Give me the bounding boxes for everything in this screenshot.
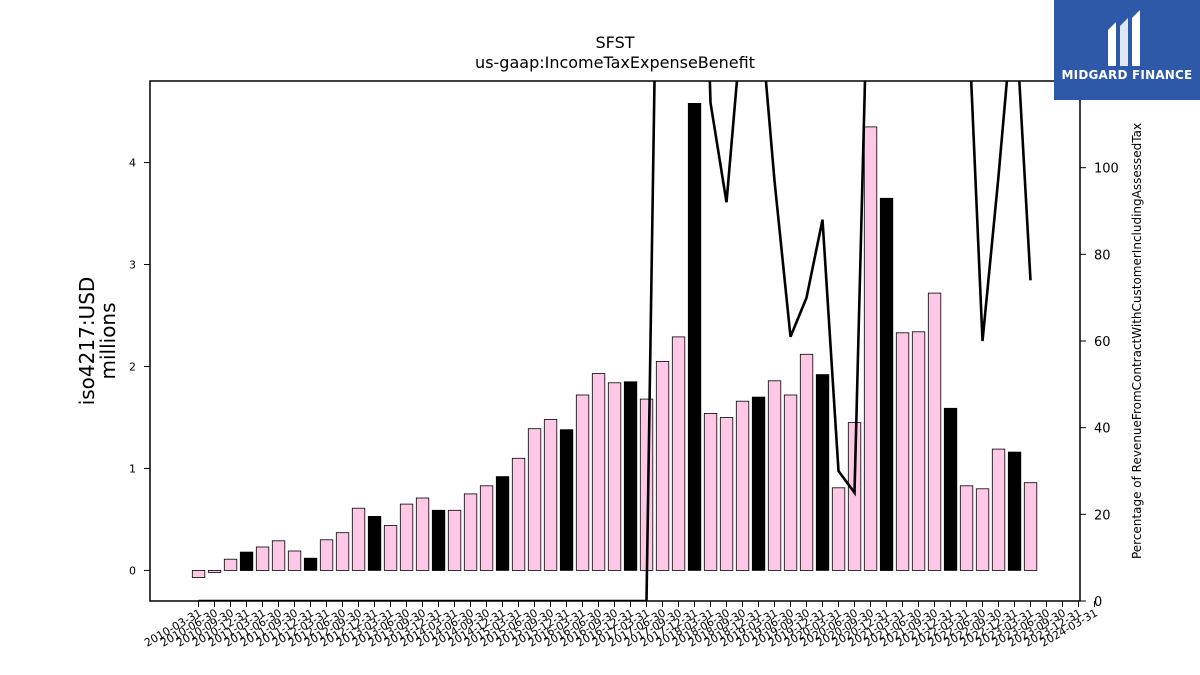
bar <box>527 428 542 571</box>
bar <box>415 497 430 571</box>
bar <box>687 103 702 571</box>
y2-axis-ticks: 0 20 40 60 80 100 <box>1080 162 1119 610</box>
bar <box>655 360 670 571</box>
bar <box>575 394 590 571</box>
bar <box>1007 451 1022 571</box>
bar <box>815 374 830 571</box>
bar <box>799 353 814 571</box>
bar <box>943 407 958 571</box>
y2-tick-label: 100 <box>1094 162 1119 177</box>
bar <box>911 331 926 571</box>
y-tick-label: 0 <box>129 564 136 577</box>
y-axis-ticks: 0 1 2 3 4 <box>129 157 150 577</box>
bar <box>607 382 622 571</box>
y2-tick-label: 40 <box>1094 422 1111 437</box>
bar <box>367 516 382 571</box>
bar <box>191 570 206 578</box>
bar <box>1023 482 1038 571</box>
bar <box>735 400 750 571</box>
bar <box>447 509 462 571</box>
y-tick-label: 3 <box>129 259 136 272</box>
bar <box>335 532 350 571</box>
bar <box>207 570 222 573</box>
bar <box>303 557 318 571</box>
bar <box>703 412 718 571</box>
bar <box>223 558 238 571</box>
bar <box>927 292 942 571</box>
brand-logo: MIDGARD FINANCE <box>1054 0 1200 100</box>
bar <box>895 332 910 571</box>
bar <box>831 487 846 571</box>
bar <box>959 485 974 571</box>
bar <box>863 126 878 571</box>
bar <box>991 448 1006 571</box>
bar <box>495 476 510 571</box>
chart-subtitle: us-gaap:IncomeTaxExpenseBenefit <box>475 53 755 72</box>
x-axis-ticks: 2010-03-312010-06-302010-09-302010-12-31… <box>142 601 1100 650</box>
y-tick-label: 4 <box>129 157 136 170</box>
bar <box>319 539 334 571</box>
midgard-logo-icon <box>1108 10 1140 66</box>
bar <box>511 457 526 571</box>
y-tick-label: 1 <box>129 462 136 475</box>
bar <box>271 540 286 571</box>
bar <box>239 551 254 571</box>
bar <box>351 507 366 571</box>
bar <box>975 488 990 571</box>
bar <box>783 394 798 571</box>
bar <box>287 550 302 571</box>
y2-axis-label: Percentage of RevenueFromContractWithCus… <box>1130 123 1144 559</box>
bar <box>431 509 446 571</box>
y2-tick-label: 60 <box>1094 335 1111 350</box>
y-axis-label: iso4217:USD <box>75 277 99 406</box>
bar <box>383 525 398 571</box>
bar <box>623 381 638 571</box>
bar <box>879 197 894 571</box>
bar <box>591 373 606 571</box>
bar <box>543 419 558 571</box>
bar <box>399 503 414 571</box>
bar <box>463 493 478 571</box>
bar <box>767 380 782 571</box>
chart-title: SFST <box>595 33 634 52</box>
bars-group <box>191 103 1038 578</box>
brand-name: MIDGARD FINANCE <box>1061 68 1193 82</box>
bar <box>255 546 270 571</box>
bar <box>479 485 494 571</box>
bar <box>751 396 766 571</box>
y2-tick-label: 80 <box>1094 248 1111 263</box>
bar <box>671 336 686 571</box>
bar <box>719 417 734 571</box>
y-tick-label: 2 <box>129 360 136 373</box>
y-axis-unit: millions <box>96 302 120 379</box>
y2-tick-label: 0 <box>1094 595 1102 610</box>
y2-tick-label: 20 <box>1094 508 1111 523</box>
bar <box>559 429 574 571</box>
bar <box>847 422 862 571</box>
